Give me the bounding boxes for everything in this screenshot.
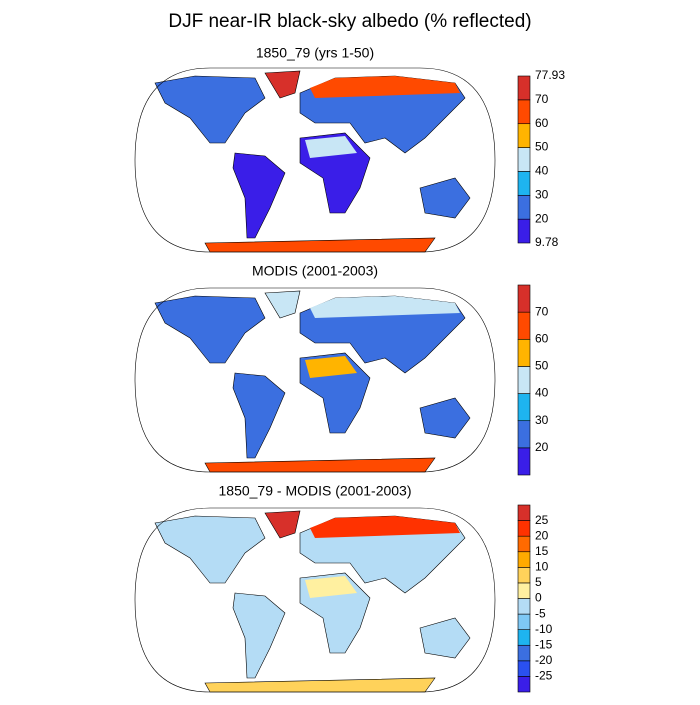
colorbar-label: 50 bbox=[535, 359, 549, 373]
colorbar-box bbox=[517, 535, 531, 553]
land bbox=[154, 515, 266, 584]
colorbar-box bbox=[517, 393, 531, 422]
colorbar-box bbox=[517, 447, 531, 476]
colorbar-box bbox=[517, 504, 531, 521]
land bbox=[264, 70, 301, 99]
colorbar-label: 60 bbox=[535, 116, 549, 130]
colorbar-label: -5 bbox=[535, 606, 546, 620]
colorbar-box bbox=[517, 311, 531, 340]
land bbox=[232, 372, 286, 459]
colorbar-label: 50 bbox=[535, 140, 549, 154]
colorbar-box bbox=[517, 676, 531, 693]
colorbar-label: 9.78 bbox=[535, 235, 559, 249]
colorbar-label: 70 bbox=[535, 92, 549, 106]
colorbar-box bbox=[517, 147, 531, 172]
colorbar-label: 40 bbox=[535, 164, 549, 178]
panel-title: 1850_79 (yrs 1-50) bbox=[256, 45, 374, 61]
land bbox=[204, 457, 436, 473]
colorbar-label: 20 bbox=[535, 528, 549, 542]
colorbar-box bbox=[517, 551, 531, 568]
colorbar-box bbox=[517, 629, 531, 646]
colorbar-box bbox=[517, 194, 531, 220]
land bbox=[154, 295, 266, 364]
colorbar-box bbox=[517, 338, 531, 367]
land bbox=[232, 592, 286, 679]
colorbar-label: 10 bbox=[535, 560, 549, 574]
map bbox=[134, 507, 496, 693]
land bbox=[232, 152, 286, 239]
colorbar-box bbox=[517, 75, 531, 101]
land bbox=[419, 397, 471, 439]
colorbar-label: 0 bbox=[535, 591, 542, 605]
land bbox=[154, 75, 266, 144]
panel-title: MODIS (2001-2003) bbox=[252, 263, 378, 279]
colorbar-label: -15 bbox=[535, 637, 553, 651]
map bbox=[134, 287, 496, 473]
colorbar-label: 77.93 bbox=[535, 68, 565, 82]
colorbar-label: 25 bbox=[535, 513, 549, 527]
colorbar-label: -10 bbox=[535, 622, 553, 636]
colorbar-label: 20 bbox=[535, 211, 549, 225]
map bbox=[134, 67, 496, 253]
colorbar-box bbox=[517, 660, 531, 677]
land bbox=[204, 677, 436, 693]
colorbar-label: -25 bbox=[535, 669, 553, 683]
colorbar-box bbox=[517, 613, 531, 630]
colorbar-label: 60 bbox=[535, 331, 549, 345]
colorbar-label: 30 bbox=[535, 187, 549, 201]
colorbar-box bbox=[517, 99, 531, 125]
colorbar-box bbox=[517, 644, 531, 662]
colorbar-box bbox=[517, 567, 531, 584]
colorbar-box bbox=[517, 520, 531, 537]
colorbar-label: -20 bbox=[535, 653, 553, 667]
colorbar-box bbox=[517, 284, 531, 313]
colorbar-box bbox=[517, 582, 531, 599]
land bbox=[204, 237, 436, 253]
figure-title: DJF near-IR black-sky albedo (% reflecte… bbox=[168, 11, 531, 32]
colorbar-box bbox=[517, 218, 531, 244]
land bbox=[419, 177, 471, 219]
land bbox=[419, 617, 471, 659]
land bbox=[264, 510, 301, 539]
land bbox=[264, 290, 301, 319]
colorbar-box bbox=[517, 420, 531, 449]
colorbar-box bbox=[517, 598, 531, 615]
colorbar-label: 40 bbox=[535, 386, 549, 400]
colorbar-label: 30 bbox=[535, 413, 549, 427]
colorbar-label: 70 bbox=[535, 304, 549, 318]
colorbar-label: 20 bbox=[535, 440, 549, 454]
panel-title: 1850_79 - MODIS (2001-2003) bbox=[219, 483, 412, 499]
colorbar-box bbox=[517, 366, 531, 394]
colorbar-label: 15 bbox=[535, 544, 549, 558]
colorbar-box bbox=[517, 123, 531, 148]
colorbar-label: 5 bbox=[535, 575, 542, 589]
colorbar-box bbox=[517, 171, 531, 196]
